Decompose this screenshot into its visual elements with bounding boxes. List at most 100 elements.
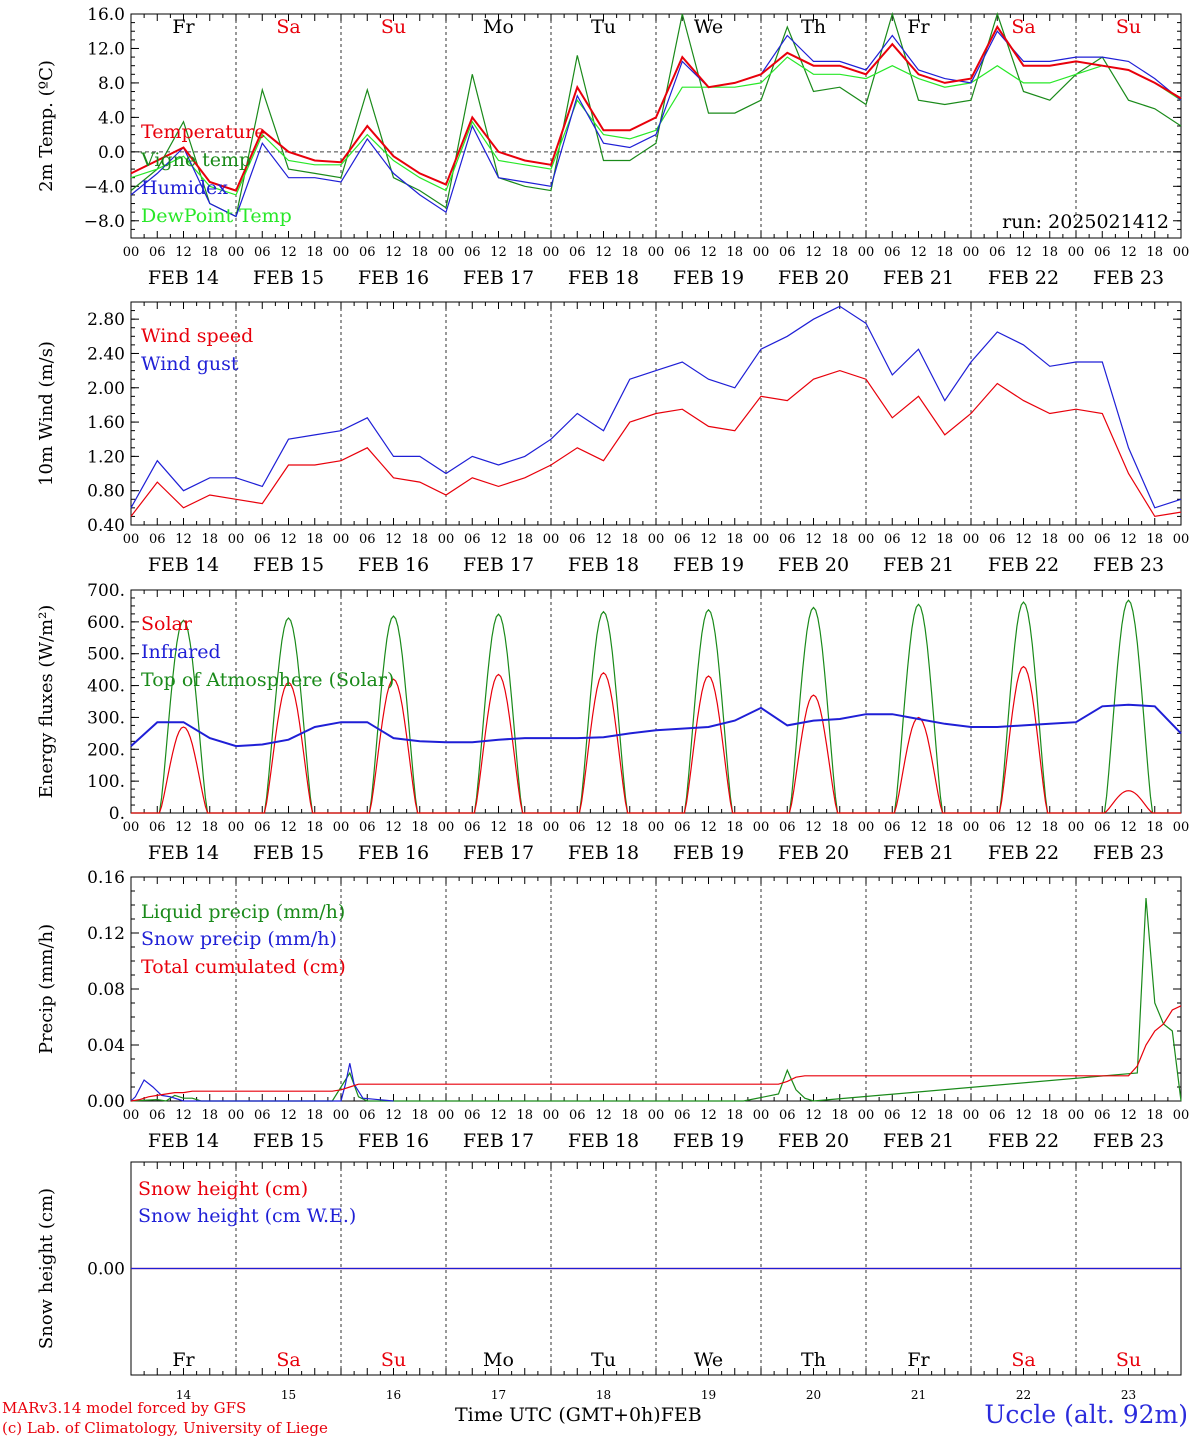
day-number-label: 21	[911, 1388, 926, 1402]
hour-label: 00	[1068, 820, 1085, 835]
hour-label: 18	[201, 1108, 218, 1123]
date-label: FEB 15	[253, 1130, 324, 1152]
hour-label: 06	[149, 820, 166, 835]
y-axis-label: Snow height (cm)	[36, 1188, 57, 1349]
hour-label: 12	[490, 245, 507, 260]
hour-label: 00	[1173, 532, 1190, 547]
date-label: FEB 19	[673, 554, 744, 576]
series-line-0	[130, 369, 1182, 518]
y-tick-label: 200.	[87, 740, 125, 760]
hour-label: 00	[228, 245, 245, 260]
hour-label: 18	[621, 820, 638, 835]
hour-label: 06	[989, 532, 1006, 547]
hour-label: 00	[333, 245, 350, 260]
hour-label: 06	[569, 1108, 586, 1123]
day-name-label: Tu	[591, 1349, 616, 1371]
hour-label: 12	[595, 532, 612, 547]
x-axis-month: FEB	[660, 1404, 702, 1426]
day-number-label: 22	[1016, 1388, 1031, 1402]
hour-label: 06	[149, 1108, 166, 1123]
y-tick-label: 0.00	[87, 1092, 125, 1112]
hour-label: 00	[228, 532, 245, 547]
day-name-label: Su	[1116, 16, 1141, 38]
hour-label: 18	[306, 532, 323, 547]
hour-label: 00	[123, 532, 140, 547]
hour-label: 12	[595, 820, 612, 835]
hour-label: 06	[674, 1108, 691, 1123]
hour-label: 18	[726, 1108, 743, 1123]
hour-label: 18	[201, 532, 218, 547]
day-number-label: 17	[491, 1388, 506, 1402]
date-label: FEB 22	[988, 554, 1059, 576]
hour-label: 12	[175, 820, 192, 835]
series-line-0	[130, 897, 1182, 1102]
hour-label: 00	[123, 1108, 140, 1123]
hour-label: 18	[621, 532, 638, 547]
date-label: FEB 19	[673, 842, 744, 864]
hour-label: 06	[359, 532, 376, 547]
hour-label: 06	[1094, 532, 1111, 547]
legend-entry: Snow height (cm W.E.)	[138, 1205, 356, 1227]
hour-label: 06	[779, 245, 796, 260]
hour-label: 06	[779, 532, 796, 547]
hour-label: 18	[1146, 532, 1163, 547]
hour-label: 00	[438, 1108, 455, 1123]
hour-label: 00	[753, 1108, 770, 1123]
hour-label: 12	[1120, 1108, 1137, 1123]
hour-label: 00	[438, 245, 455, 260]
hour-label: 06	[254, 820, 271, 835]
date-label: FEB 18	[568, 267, 639, 289]
date-label: FEB 21	[883, 267, 954, 289]
panel-4: 0.00 0.04 0.08 0.12 0.16 Precip (mm/h) Liquid …	[36, 868, 1189, 1152]
hour-label: 12	[280, 1108, 297, 1123]
y-tick-label: 400.	[87, 677, 125, 697]
hour-label: 12	[175, 532, 192, 547]
hour-label: 18	[621, 1108, 638, 1123]
date-label: FEB 23	[1093, 267, 1164, 289]
hour-label: 00	[333, 1108, 350, 1123]
day-name-label: Su	[1116, 1349, 1141, 1371]
hour-label: 18	[1041, 245, 1058, 260]
y-tick-label: 8.0	[98, 74, 125, 94]
hour-label: 18	[831, 820, 848, 835]
hour-label: 00	[228, 820, 245, 835]
y-tick-label: 0.40	[87, 516, 125, 536]
hour-label: 12	[385, 820, 402, 835]
hour-label: 12	[700, 1108, 717, 1123]
day-number-label: 23	[1121, 1388, 1136, 1402]
hour-label: 06	[1094, 1108, 1111, 1123]
hour-label: 18	[831, 532, 848, 547]
y-tick-label: 0.80	[87, 482, 125, 502]
hour-label: 12	[385, 1108, 402, 1123]
hour-label: 12	[700, 820, 717, 835]
day-number-label: 20	[806, 1388, 821, 1402]
credit-model: MARv3.14 model forced by GFS	[2, 1399, 247, 1417]
day-name-label: We	[694, 16, 723, 38]
hour-label: 06	[359, 820, 376, 835]
date-label: FEB 14	[148, 1130, 219, 1152]
date-label: FEB 17	[463, 554, 534, 576]
date-label: FEB 23	[1093, 1130, 1164, 1152]
hour-label: 06	[149, 245, 166, 260]
x-axis-title: Time UTC (GMT+0h)FEB	[455, 1404, 702, 1426]
panel-3: 0. 100. 200. 300. 400. 500. 600. 700. Energy flu…	[36, 581, 1189, 864]
hour-label: 00	[543, 532, 560, 547]
station-label: Uccle (alt. 92m)	[984, 1400, 1188, 1429]
hour-label: 06	[674, 820, 691, 835]
hour-label: 12	[490, 1108, 507, 1123]
hour-label: 12	[1120, 532, 1137, 547]
hour-label: 06	[254, 532, 271, 547]
hour-label: 12	[1120, 245, 1137, 260]
plot-frame	[130, 589, 1182, 814]
y-tick-label: 12.0	[87, 39, 125, 59]
panel-1: −8.0 −4.0 0.0 4.0 8.0 12.0 16.0 2m Temp. (ºC) Te…	[36, 5, 1189, 289]
hour-label: 06	[884, 532, 901, 547]
hour-label: 12	[490, 820, 507, 835]
hour-label: 12	[910, 245, 927, 260]
date-label: FEB 14	[148, 554, 219, 576]
hour-label: 12	[1015, 245, 1032, 260]
hour-label: 06	[359, 245, 376, 260]
day-name-label: Sa	[276, 16, 300, 38]
hour-label: 06	[884, 1108, 901, 1123]
hour-label: 18	[201, 245, 218, 260]
